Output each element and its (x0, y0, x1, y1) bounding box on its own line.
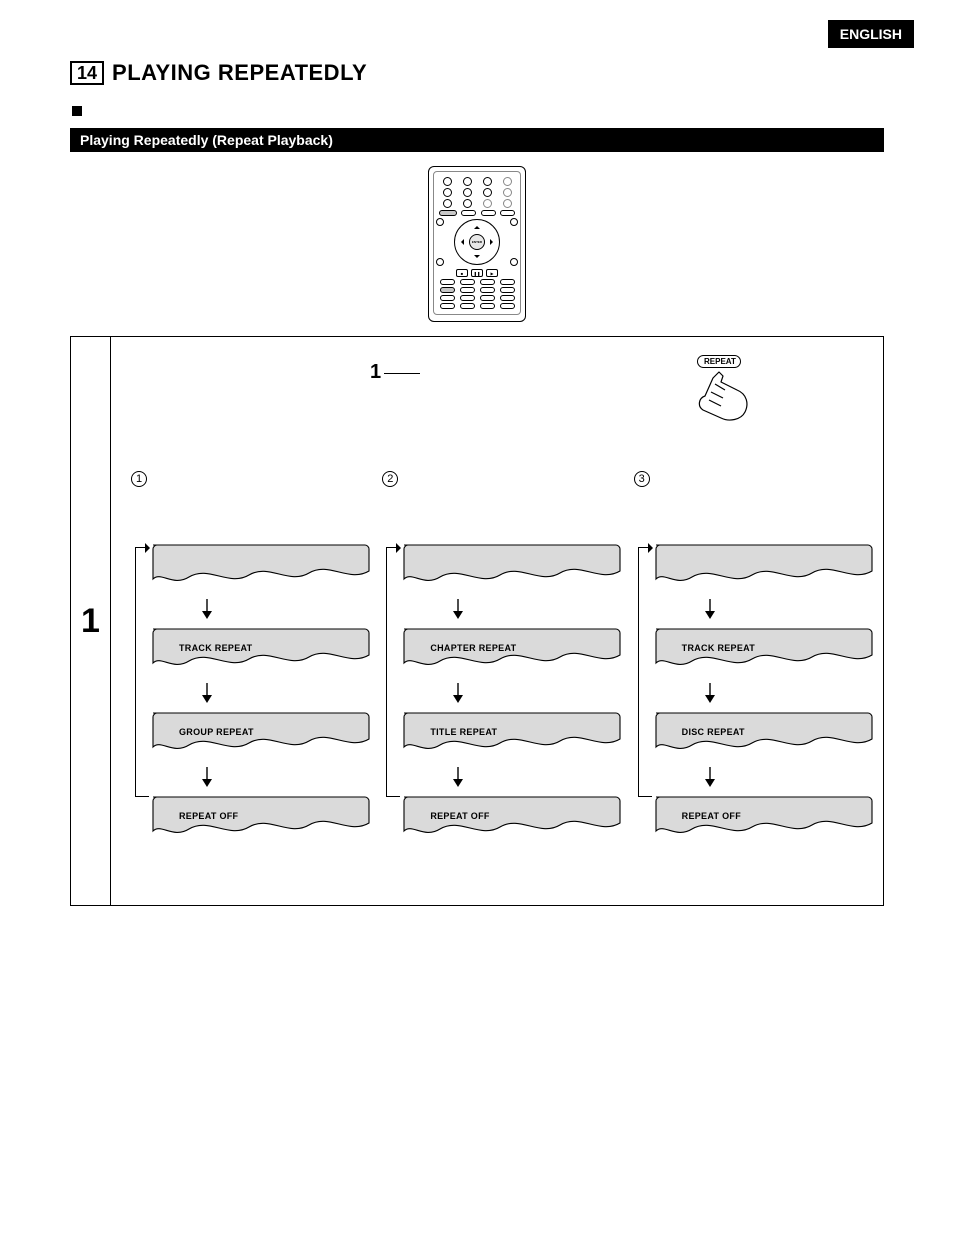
repeat-state-label: GROUP REPEAT (179, 727, 254, 737)
repeat-state-box (652, 541, 863, 593)
bullet-square (72, 106, 82, 116)
section-title: PLAYING REPEATEDLY (112, 60, 367, 86)
remote-enter-button: ENTER (469, 234, 485, 250)
flow-sequence-number: 2 (382, 471, 398, 487)
state-shape (652, 541, 876, 591)
flow-sequence-number: 3 (634, 471, 650, 487)
repeat-button-graphic: REPEAT (697, 355, 741, 368)
down-arrow-icon (452, 683, 611, 703)
hand-icon (693, 370, 763, 424)
repeat-state-box: TRACK REPEAT (149, 625, 360, 677)
loop-return-line (638, 547, 652, 797)
flow-columns: 1 TRACK REPEAT GROUP REPEAT REPEAT OFF 2 CHAP… (131, 471, 863, 871)
repeat-state-label: REPEAT OFF (430, 811, 489, 821)
down-arrow-icon (704, 683, 863, 703)
remote-repeat-button (440, 287, 455, 293)
subsection-bar: Playing Repeatedly (Repeat Playback) (70, 128, 884, 152)
repeat-state-box: REPEAT OFF (149, 793, 360, 845)
repeat-state-box (149, 541, 360, 593)
repeat-state-label: DISC REPEAT (682, 727, 745, 737)
repeat-state-box: TRACK REPEAT (652, 625, 863, 677)
language-tab: ENGLISH (828, 20, 914, 48)
repeat-state-box: GROUP REPEAT (149, 709, 360, 761)
repeat-state-label: TRACK REPEAT (179, 643, 252, 653)
repeat-state-label: CHAPTER REPEAT (430, 643, 516, 653)
flow-sequence-number: 1 (131, 471, 147, 487)
repeat-state-box: REPEAT OFF (652, 793, 863, 845)
repeat-state-box: REPEAT OFF (400, 793, 611, 845)
state-shape (149, 541, 373, 591)
remote-illustration: 1 ENTER ■❚❚▶ (70, 166, 884, 322)
repeat-state-label: REPEAT OFF (682, 811, 741, 821)
loop-return-line (135, 547, 149, 797)
section-header: 14 PLAYING REPEATEDLY (70, 60, 884, 86)
flow-column: 3 TRACK REPEAT DISC REPEAT REPEAT OFF (634, 471, 863, 871)
flow-column: 2 CHAPTER REPEAT TITLE REPEAT REPEAT OFF (382, 471, 611, 871)
step-number-column: 1 (71, 337, 111, 905)
repeat-state-label: REPEAT OFF (179, 811, 238, 821)
down-arrow-icon (704, 599, 863, 619)
down-arrow-icon (452, 599, 611, 619)
press-repeat-illustration: REPEAT (693, 355, 763, 424)
down-arrow-icon (452, 767, 611, 787)
remote-body: ENTER ■❚❚▶ (428, 166, 526, 322)
flow-column: 1 TRACK REPEAT GROUP REPEAT REPEAT OFF (131, 471, 360, 871)
loop-return-line (386, 547, 400, 797)
step-content: REPEAT 1 TRACK REPEAT GROUP REPEAT REPEAT O… (111, 337, 883, 905)
down-arrow-icon (201, 599, 360, 619)
step-number: 1 (81, 602, 100, 641)
repeat-state-box: TITLE REPEAT (400, 709, 611, 761)
repeat-state-box: CHAPTER REPEAT (400, 625, 611, 677)
down-arrow-icon (201, 683, 360, 703)
state-shape (400, 541, 624, 591)
repeat-state-label: TITLE REPEAT (430, 727, 497, 737)
down-arrow-icon (704, 767, 863, 787)
repeat-state-box (400, 541, 611, 593)
down-arrow-icon (201, 767, 360, 787)
repeat-state-label: TRACK REPEAT (682, 643, 755, 653)
repeat-state-box: DISC REPEAT (652, 709, 863, 761)
step-box: 1 REPEAT 1TRACK REPEATGROUP REPEATREPEAT… (70, 336, 884, 906)
section-number-box: 14 (70, 61, 104, 85)
